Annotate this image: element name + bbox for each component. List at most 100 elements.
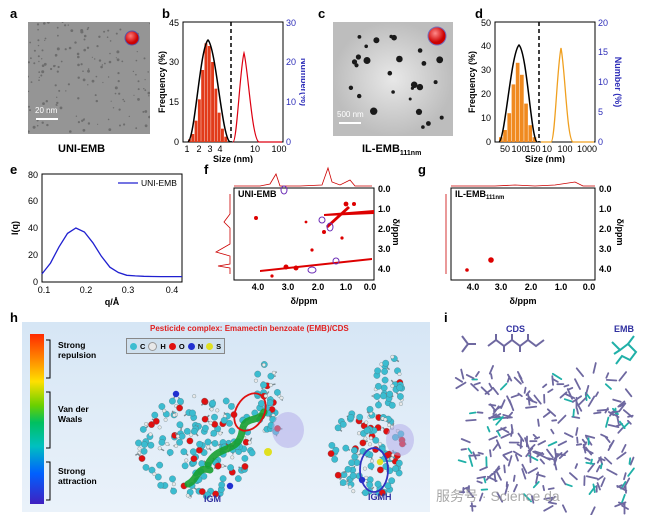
svg-text:60: 60: [28, 196, 38, 206]
svg-text:0.2: 0.2: [80, 285, 93, 295]
chart-b: 0 15 30 45 0 10 20 30 1 2 3 4 10 100 Fre…: [157, 18, 305, 163]
svg-text:50: 50: [481, 18, 491, 28]
chart-d: 0 10 20 30 40 50 0 5 10 15 20 50 100 150…: [467, 18, 623, 163]
svg-text:10: 10: [481, 113, 491, 123]
cds-label: CDS: [506, 324, 525, 334]
title-g: IL-EMB: [455, 189, 486, 199]
bars-d: [499, 62, 537, 142]
svg-text:20: 20: [286, 57, 296, 67]
svg-text:0.4: 0.4: [166, 285, 179, 295]
caption-c-sub: 111nm: [399, 150, 422, 158]
svg-text:20: 20: [28, 250, 38, 260]
svg-text:IL-EMB111nm: IL-EMB111nm: [455, 189, 504, 201]
bar-b: [217, 112, 221, 142]
svg-text:0: 0: [33, 277, 38, 287]
svg-text:40: 40: [28, 223, 38, 233]
panel-h-label: h: [10, 310, 18, 325]
svg-text:1.0: 1.0: [378, 204, 391, 214]
cds-small-icon: [461, 335, 476, 353]
molecular-models-h: [135, 354, 414, 500]
svg-text:150: 150: [525, 144, 540, 154]
svg-text:0: 0: [598, 137, 603, 147]
ylabel-right-d: Number (%): [613, 57, 623, 108]
svg-text:1.0: 1.0: [340, 282, 353, 292]
label-van-der-waals: Van der Waals: [58, 404, 89, 424]
tem-texture-c: [333, 22, 453, 136]
label-strong-repulsion: Strong repulsion: [58, 340, 97, 360]
atom-legend: C H O N S: [126, 338, 226, 354]
svg-text:2.0: 2.0: [525, 282, 538, 292]
sulfur-atom-icon: [206, 342, 214, 350]
panel-e-label: e: [10, 162, 18, 177]
bar-d: [511, 84, 516, 142]
xlabel-d: Size (nm): [525, 154, 565, 163]
bars-b: [188, 43, 228, 143]
atom-o-label: O: [178, 341, 185, 351]
ylabel-f: δ/ppm: [391, 219, 400, 246]
bar-b: [201, 70, 205, 142]
panel-h-title: Pesticide complex: Emamectin benzoate (E…: [150, 324, 349, 333]
oxygen-atom-icon: [168, 342, 176, 350]
bar-b: [197, 99, 201, 142]
svg-text:10: 10: [286, 97, 296, 107]
carbon-atom-icon: [130, 342, 137, 350]
ylabel-d: Frequency (%): [467, 51, 477, 113]
caption-c: IL-EMB111nm: [362, 143, 421, 157]
svg-text:2.0: 2.0: [312, 282, 325, 292]
svg-text:0.1: 0.1: [38, 285, 51, 295]
bar-b: [224, 136, 228, 142]
title-f: UNI-EMB: [238, 189, 277, 199]
bar-b: [211, 62, 214, 142]
bar-d: [503, 130, 507, 142]
chart-e: 0 20 40 60 80 0.1 0.2 0.3 0.4 UNI-EMB I(…: [10, 170, 183, 307]
bar-d: [515, 62, 520, 142]
bar-b: [214, 88, 218, 142]
panel-c-label: c: [318, 6, 326, 21]
panel-g-label: g: [418, 162, 426, 177]
bar-b: [191, 134, 195, 142]
svg-text:3.0: 3.0: [282, 282, 295, 292]
bar-d: [532, 137, 537, 142]
svg-text:2.0: 2.0: [378, 224, 391, 234]
top-spectrum-f: [234, 166, 372, 187]
igm-label: IGM: [204, 494, 221, 504]
svg-text:10: 10: [250, 144, 260, 154]
number-curve-d: [541, 47, 594, 143]
svg-text:0: 0: [486, 137, 491, 147]
fit-curve-b: [187, 38, 231, 143]
color-scale-bar: [30, 334, 44, 504]
svg-text:0.0: 0.0: [364, 282, 377, 292]
top-spectrum-g: [451, 181, 595, 187]
cds-molecule-icon: [487, 334, 545, 352]
svg-text:100: 100: [557, 144, 572, 154]
caption-c-main: IL-EMB: [362, 143, 400, 155]
bar-d: [528, 125, 533, 142]
svg-text:80: 80: [28, 170, 38, 180]
svg-text:2: 2: [196, 144, 201, 154]
svg-text:4.0: 4.0: [599, 264, 612, 274]
svg-text:20: 20: [598, 18, 608, 28]
svg-text:40: 40: [481, 41, 491, 51]
svg-text:45: 45: [169, 18, 179, 28]
atom-s-label: S: [216, 341, 222, 351]
igm-panel: Pesticide complex: Emamectin benzoate (E…: [22, 322, 430, 512]
panel-f-label: f: [204, 162, 209, 177]
fit-curve-d: [498, 43, 538, 143]
svg-text:30: 30: [481, 65, 491, 75]
svg-text:4.0: 4.0: [467, 282, 480, 292]
svg-text:15: 15: [598, 47, 608, 57]
bar-b: [194, 120, 198, 142]
emb-molecule-icon: [611, 335, 638, 365]
scale-bar-a: 20 nm: [35, 106, 58, 115]
caption-a: UNI-EMB: [58, 143, 106, 155]
svg-text:0: 0: [286, 137, 291, 147]
atom-c-label: C: [140, 341, 146, 351]
ylabel-g: δ/ppm: [615, 219, 625, 246]
svg-text:10: 10: [542, 144, 552, 154]
svg-text:3.0: 3.0: [495, 282, 508, 292]
emb-label: EMB: [614, 324, 635, 334]
svg-text:5: 5: [598, 107, 603, 117]
atom-n-label: N: [197, 341, 204, 351]
xlabel-e: q/Å: [105, 297, 120, 307]
tem-image-a: 20 nm: [28, 22, 150, 134]
